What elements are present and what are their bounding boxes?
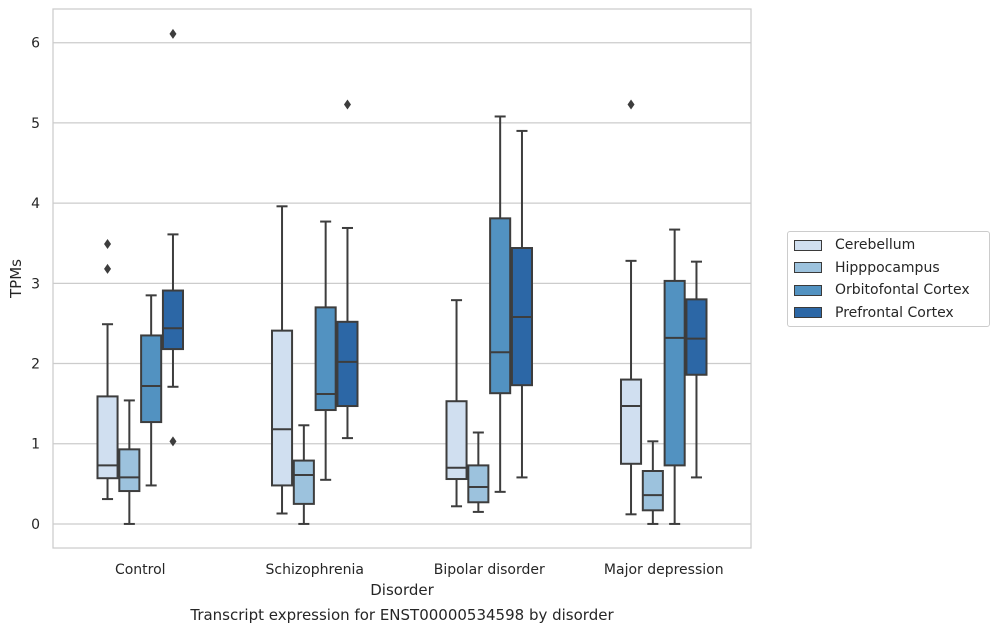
box-0-1 <box>270 205 294 515</box>
box-0-2 <box>445 299 468 508</box>
box-3-1 <box>336 99 359 440</box>
x-tick-label-2: Bipolar disorder <box>434 562 545 578</box>
x-tick-label-1: Schizophrenia <box>266 562 364 578</box>
outlier-marker <box>169 436 177 447</box>
legend-label-orbitofrontal: Orbitofontal Cortex <box>835 282 970 298</box>
plot-frame <box>52 8 752 549</box>
y-tick-label-0: 0 <box>31 517 40 533</box>
outlier-marker <box>343 99 351 110</box>
box-body <box>336 320 359 408</box>
y-tick-label-6: 6 <box>31 36 40 52</box>
box-0-3 <box>619 99 643 516</box>
legend-swatch-hippocampus <box>794 262 822 273</box>
legend-label-hippocampus: Hipppocampus <box>835 259 940 276</box>
box-3-2 <box>510 129 534 479</box>
legend-item-prefrontal: Prefrontal Cortex <box>794 303 954 323</box>
box-body <box>641 470 664 512</box>
legend-label-prefrontal: Prefrontal Cortex <box>835 304 954 321</box>
box-body <box>467 464 490 504</box>
box-body <box>685 298 708 376</box>
boxes <box>96 28 708 525</box>
box-0-0 <box>96 239 119 501</box>
outlier-marker <box>169 28 177 39</box>
box-1-0 <box>118 399 141 525</box>
y-tick-label-3: 3 <box>31 276 40 292</box>
box-1-3 <box>641 440 664 525</box>
box-body <box>270 329 294 487</box>
box-2-1 <box>314 220 337 481</box>
box-1-2 <box>467 431 490 513</box>
y-tick-label-2: 2 <box>31 357 40 373</box>
box-2-0 <box>140 294 163 487</box>
box-body <box>619 378 643 465</box>
box-body <box>314 306 337 412</box>
box-2-2 <box>489 115 512 493</box>
outlier-marker <box>104 263 112 274</box>
outlier-marker <box>627 99 635 110</box>
figure-caption: Transcript expression for ENST0000053459… <box>190 606 614 624</box>
legend-swatch-orbitofrontal <box>794 284 822 296</box>
y-tick-label-5: 5 <box>31 116 40 132</box>
x-tick-label-0: Control <box>115 562 166 578</box>
x-tick-label-3: Major depression <box>604 562 724 578</box>
box-body <box>118 448 141 493</box>
y-tick-labels: 0 1 2 3 4 5 6 <box>31 36 40 533</box>
legend-item-hippocampus: Hipppocampus <box>794 258 940 278</box>
legend-item-orbitofrontal: Orbitofontal Cortex <box>794 280 970 300</box>
box-1-1 <box>292 424 315 525</box>
box-3-3 <box>685 260 708 479</box>
box-body <box>663 279 686 467</box>
box-body <box>140 334 163 424</box>
box-2-3 <box>663 228 686 525</box>
box-body <box>489 217 512 395</box>
gridlines <box>53 42 751 525</box>
legend-swatch-prefrontal <box>794 307 822 318</box>
legend-label-cerebellum: Cerebellum <box>835 237 916 253</box>
box-body <box>96 395 119 480</box>
y-tick-label-4: 4 <box>31 196 40 212</box>
box-body <box>161 289 185 351</box>
x-tick-labels: Control Schizophrenia Bipolar disorder Majo… <box>115 562 724 578</box>
legend-item-cerebellum: Cerebellum <box>794 235 915 255</box>
legend: Cerebellum Hipppocampus Orbitofontal Cor… <box>787 231 990 327</box>
box-3-0 <box>161 28 185 447</box>
outlier-marker <box>104 239 112 250</box>
box-body <box>292 459 315 505</box>
legend-swatch-cerebellum <box>794 239 822 251</box>
x-axis-label: Disorder <box>370 581 434 599</box>
box-body <box>445 400 468 481</box>
y-axis-label: TPMs <box>7 259 25 299</box>
y-tick-label-1: 1 <box>31 437 40 453</box>
